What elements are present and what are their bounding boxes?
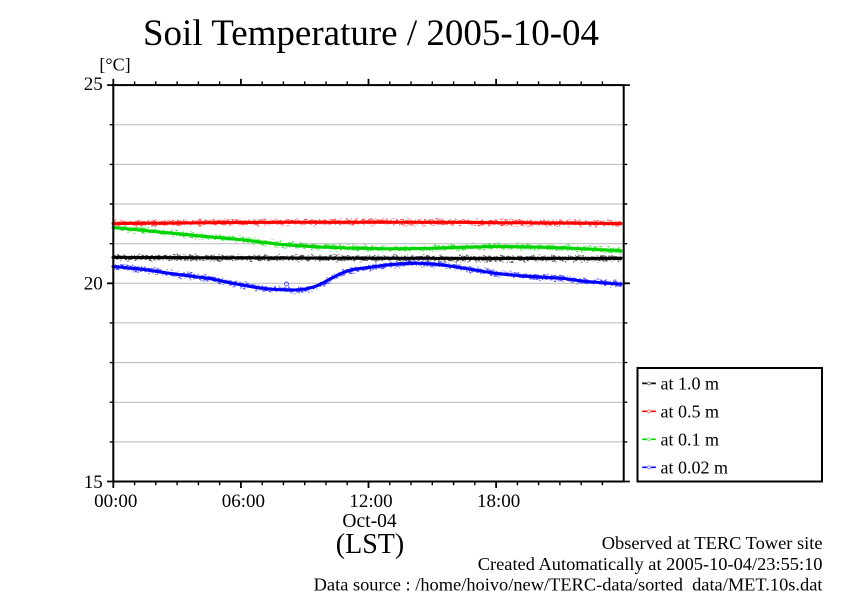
svg-text:18:00: 18:00 xyxy=(477,491,520,512)
svg-text:at 0.02 m: at 0.02 m xyxy=(661,457,729,477)
svg-text:at 1.0 m: at 1.0 m xyxy=(661,373,720,393)
svg-text:Oct-04: Oct-04 xyxy=(342,511,396,532)
svg-text:20: 20 xyxy=(84,274,103,295)
svg-text:25: 25 xyxy=(84,74,103,95)
svg-text:(LST): (LST) xyxy=(336,529,404,560)
svg-text:Data source : /home/hoivo/new/: Data source : /home/hoivo/new/TERC-data/… xyxy=(314,575,823,595)
svg-text:00:00: 00:00 xyxy=(94,491,137,512)
svg-text:Observed at TERC Tower site: Observed at TERC Tower site xyxy=(602,533,823,553)
svg-text:06:00: 06:00 xyxy=(222,491,265,512)
svg-text:at 0.5 m: at 0.5 m xyxy=(661,401,720,421)
svg-text:[°C]: [°C] xyxy=(99,54,130,74)
svg-text:at 0.1 m: at 0.1 m xyxy=(661,429,720,449)
svg-text:Soil Temperature / 2005-10-04: Soil Temperature / 2005-10-04 xyxy=(143,13,599,54)
svg-text:12:00: 12:00 xyxy=(349,491,392,512)
svg-text:15: 15 xyxy=(84,472,103,493)
svg-text:Created Automatically at 2005-: Created Automatically at 2005-10-04/23:5… xyxy=(478,554,823,574)
